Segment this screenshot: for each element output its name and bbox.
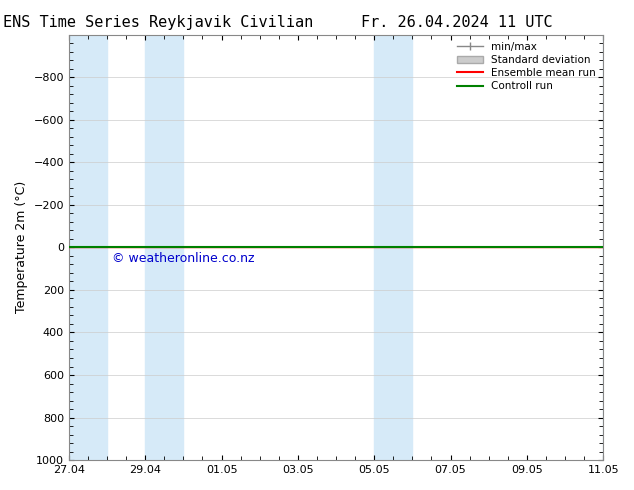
Bar	[145, 35, 183, 460]
Text: © weatheronline.co.nz: © weatheronline.co.nz	[112, 251, 254, 265]
Bar	[69, 35, 107, 460]
Text: Fr. 26.04.2024 11 UTC: Fr. 26.04.2024 11 UTC	[361, 15, 552, 30]
Legend: min/max, Standard deviation, Ensemble mean run, Controll run: min/max, Standard deviation, Ensemble me…	[453, 38, 600, 96]
Bar	[603, 35, 622, 460]
Bar	[374, 35, 412, 460]
Y-axis label: Temperature 2m (°C): Temperature 2m (°C)	[15, 181, 28, 314]
Text: ENS Time Series Reykjavik Civilian: ENS Time Series Reykjavik Civilian	[3, 15, 314, 30]
